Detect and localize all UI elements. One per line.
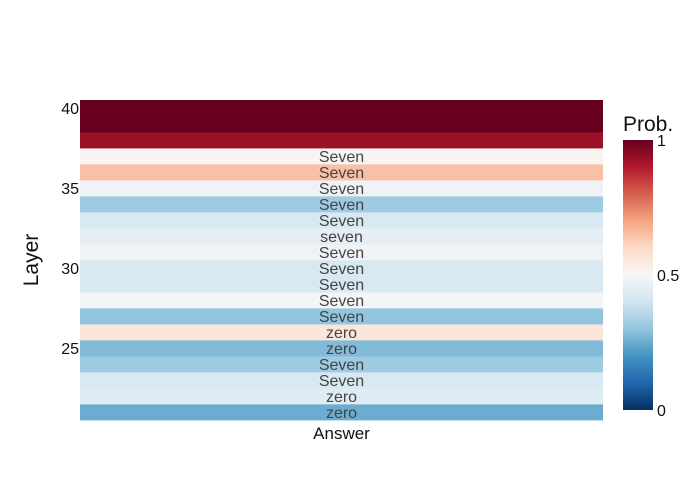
heatmap-cell [80,116,603,133]
heatmap-cell-label: Seven [319,261,364,278]
heatmap-cell [80,180,603,197]
heatmap-cell [80,228,603,245]
heatmap-cell-label: seven [320,229,363,246]
heatmap-cell-label: Seven [319,373,364,390]
colorbar-tick-label: 0.5 [657,268,679,285]
y-axis-title: Layer [20,234,43,287]
heatmap-cell [80,100,603,117]
colorbar-ticks: 00.51 [657,133,679,420]
heatmap-cell-label: Seven [319,245,364,262]
heatmap-cell-label: Seven [319,197,364,214]
heatmap-cell [80,340,603,357]
colorbar [623,140,653,410]
heatmap-cell [80,276,603,293]
heatmap-cell [80,372,603,389]
heatmap-cell [80,308,603,325]
y-axis-ticks: 25 30 35 40 [61,101,79,358]
heatmap-cell [80,404,603,421]
colorbar-tick-label: 0 [657,403,666,420]
heatmap-cell-label: Seven [319,277,364,294]
heatmap-cell-label: zero [326,389,357,406]
heatmap-cell [80,132,603,149]
heatmap-cell [80,164,603,181]
heatmap-cell-labels: zerozeroSevenSevenzerozeroSevenSevenSeve… [319,149,364,422]
heatmap-cell [80,196,603,213]
heatmap-cell-label: Seven [319,293,364,310]
heatmap-cell-label: Seven [319,357,364,374]
heatmap-cell [80,148,603,165]
heatmap-cell-label: Seven [319,181,364,198]
y-tick-label: 25 [61,341,79,358]
heatmap-cell-label: Seven [319,309,364,326]
x-axis-title: Answer [313,424,370,443]
heatmap-cells [80,100,603,421]
heatmap-cell [80,244,603,261]
heatmap-cell [80,388,603,405]
heatmap-cell-label: Seven [319,149,364,166]
heatmap-cell [80,260,603,277]
heatmap-cell-label: zero [326,341,357,358]
heatmap-cell [80,212,603,229]
colorbar-title: Prob. [623,113,673,136]
y-tick-label: 35 [61,181,79,198]
heatmap-cell-label: zero [326,405,357,422]
heatmap-cell [80,324,603,341]
y-tick-label: 40 [61,101,79,118]
heatmap-cell-label: Seven [319,213,364,230]
y-tick-label: 30 [61,261,79,278]
heatmap-cell-label: Seven [319,165,364,182]
colorbar-tick-label: 1 [657,133,666,150]
heatmap-cell [80,356,603,373]
heatmap-cell [80,292,603,309]
heatmap-cell-label: zero [326,325,357,342]
